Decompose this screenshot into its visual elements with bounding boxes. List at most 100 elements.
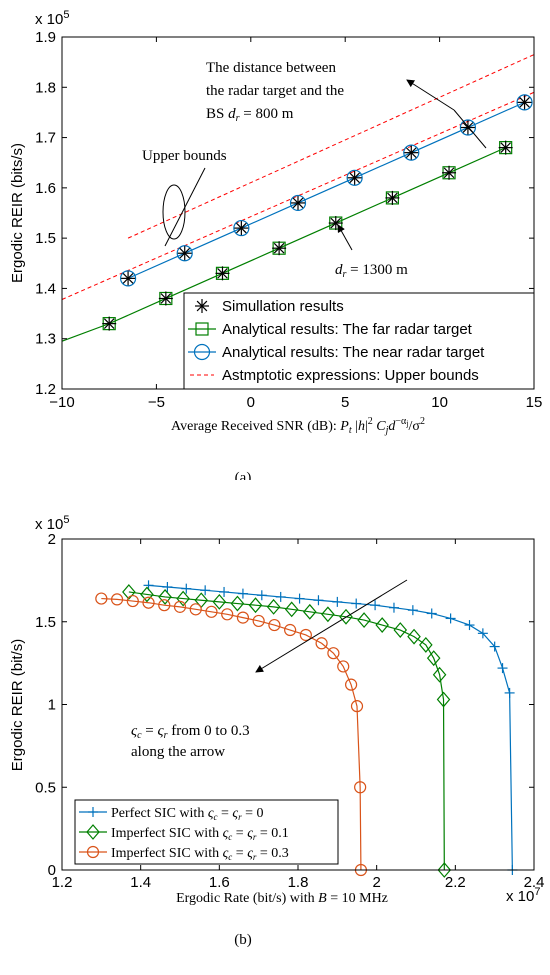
perfect-sic-point bbox=[477, 628, 488, 639]
chart-b-xtick-label: 1.2 bbox=[52, 874, 73, 891]
imperfect-sic-0-3-point bbox=[252, 614, 265, 628]
chart-a-legend-entry: Astmptotic expressions: Upper bounds bbox=[190, 367, 479, 384]
chart-b-xtick-label: 1.8 bbox=[288, 874, 309, 891]
perfect-sic-point bbox=[464, 620, 475, 631]
chart-a-xlabel: Average Received SNR (dB): Pt |h|2 Cjd−α… bbox=[171, 416, 425, 436]
chart-a-xtick-label: 15 bbox=[526, 394, 543, 411]
imperfect-sic-0-3-point bbox=[95, 592, 108, 605]
chart-b-ticks: 1.2 1.4 1.6 1.8 2 2.2 2.4 0 0.5 1 1.5 2 bbox=[35, 531, 544, 891]
imperfect-sic-0-1-point bbox=[158, 589, 172, 605]
simulation-point bbox=[177, 246, 192, 261]
imperfect-sic-0-1-point bbox=[375, 617, 389, 633]
simulation-point bbox=[347, 170, 362, 185]
chart-b-ytick-label: 1.5 bbox=[35, 614, 56, 631]
chart-a-ylabel: Ergodic REIR (bits/s) bbox=[9, 143, 26, 283]
imperfect-sic-0-1-point bbox=[303, 603, 317, 620]
annotation-dr-1300: dr = 1300 m bbox=[335, 262, 408, 280]
chart-a-ytick-label: 1.4 bbox=[35, 280, 56, 297]
imperfect-sic-0-3-point bbox=[327, 647, 340, 660]
near-target-point bbox=[346, 169, 363, 186]
chart-a-legend-box bbox=[183, 292, 535, 390]
imperfect-sic-0-3-point bbox=[315, 637, 328, 650]
imperfect-sic-0-1-line bbox=[128, 591, 445, 871]
imperfect-sic-0-1-point bbox=[284, 601, 299, 618]
near-target-point bbox=[459, 119, 477, 136]
upper-bound-line bbox=[127, 54, 535, 239]
upper-bound-line bbox=[61, 91, 535, 300]
perfect-sic-point bbox=[294, 593, 305, 604]
imperfect-sic-0-1-point bbox=[266, 598, 281, 615]
imperfect-sic-0-3-point bbox=[158, 599, 171, 612]
perfect-sic-point bbox=[370, 600, 381, 611]
imperfect-sic-0-3-point bbox=[142, 596, 155, 609]
chart-a-xtick-label: 10 bbox=[431, 394, 448, 411]
perfect-sic-point bbox=[219, 586, 230, 597]
simulation-point bbox=[121, 271, 136, 286]
imperfect-sic-0-3-point bbox=[337, 660, 350, 673]
chart-a-legend-label: Analytical results: The near radar targe… bbox=[222, 344, 485, 361]
imperfect-sic-0-3-point bbox=[354, 781, 367, 794]
simulation-point bbox=[291, 195, 305, 210]
chart-a-ytick-label: 1.9 bbox=[35, 29, 56, 46]
chart-a-xtick-label: 5 bbox=[341, 394, 349, 411]
annotation-arrow-line2: along the arrow bbox=[131, 744, 225, 760]
perfect-sic-point bbox=[489, 641, 500, 652]
perfect-sic-point bbox=[445, 613, 456, 624]
imperfect-sic-0-1-point bbox=[321, 606, 335, 623]
imperfect-sic-0-1-point bbox=[230, 595, 245, 612]
imperfect-sic-0-3-point bbox=[110, 593, 124, 606]
perfect-sic-point bbox=[200, 585, 211, 596]
chart-b-legend-entry: Imperfect SIC with ςc = ςr = 0.1 bbox=[79, 824, 289, 842]
near-target-point bbox=[289, 194, 307, 212]
near-target-point bbox=[403, 144, 420, 161]
imperfect-sic-0-1-point bbox=[436, 691, 451, 708]
chart-b-panel-label: (b) bbox=[234, 932, 252, 948]
near-target-line bbox=[127, 101, 525, 279]
perfect-sic-point bbox=[497, 663, 508, 674]
imperfect-sic-0-1-point bbox=[407, 628, 421, 645]
imperfect-sic-0-3-point bbox=[268, 618, 281, 632]
chart-a-legend-label: Astmptotic expressions: Upper bounds bbox=[222, 367, 479, 384]
imperfect-sic-0-3-point bbox=[236, 611, 250, 624]
simulation-point bbox=[234, 221, 249, 236]
chart-b-ytick-label: 0 bbox=[48, 862, 56, 879]
imperfect-sic-0-1-point bbox=[419, 636, 433, 653]
near-target-point bbox=[516, 94, 533, 111]
imperfect-sic-0-3-point bbox=[205, 605, 218, 618]
chart-a-marks bbox=[61, 54, 535, 342]
imperfect-sic-0-1-point bbox=[426, 650, 441, 667]
simulation-point bbox=[215, 266, 230, 281]
perfect-sic-point bbox=[351, 598, 362, 609]
chart-a-ytick-label: 1.8 bbox=[35, 79, 56, 96]
simulation-point bbox=[102, 316, 117, 331]
annotation-distance-arrow bbox=[406, 79, 455, 111]
chart-b-legend-label: Imperfect SIC with ςc = ςr = 0.3 bbox=[111, 846, 289, 862]
imperfect-sic-0-1-point bbox=[437, 862, 452, 878]
chart-a-panel-label: (a) bbox=[235, 470, 252, 480]
chart-b-ylabel: Ergodic REIR (bit/s) bbox=[9, 639, 26, 772]
imperfect-sic-0-1-point bbox=[432, 666, 447, 683]
perfect-sic-point bbox=[275, 591, 286, 602]
near-target-point bbox=[233, 219, 250, 237]
chart-b-legend-label: Perfect SIC with ςc = ςr = 0 bbox=[111, 806, 264, 822]
perfect-sic-point bbox=[407, 605, 418, 616]
chart-b-legend-box bbox=[74, 799, 339, 865]
simulation-point bbox=[517, 95, 532, 110]
annotation-arrow-line1: ςc = ςr from 0 to 0.3 bbox=[131, 723, 250, 741]
near-target-point bbox=[119, 270, 137, 287]
perfect-sic-point bbox=[388, 602, 399, 613]
chart-a-legend: Simullation results Analytical results: T… bbox=[183, 292, 535, 390]
chart-b-legend-entry: Perfect SIC with ςc = ςr = 0 bbox=[79, 806, 264, 822]
perfect-sic-point bbox=[162, 581, 173, 592]
annotation-direction-arrow bbox=[255, 579, 408, 673]
imperfect-sic-0-3-point bbox=[126, 594, 139, 608]
simulation-point bbox=[498, 140, 513, 155]
chart-b-scale-label: x 105 bbox=[35, 514, 69, 533]
chart-a-xtick-label: −5 bbox=[148, 394, 165, 411]
chart-b-ytick-label: 0.5 bbox=[35, 779, 56, 796]
imperfect-sic-0-3-point bbox=[299, 628, 312, 642]
annotation-dr-1300-arrow bbox=[337, 224, 353, 251]
imperfect-sic-0-1-point bbox=[393, 622, 408, 638]
imperfect-sic-0-3-point bbox=[350, 700, 364, 713]
near-target-point bbox=[176, 245, 193, 262]
